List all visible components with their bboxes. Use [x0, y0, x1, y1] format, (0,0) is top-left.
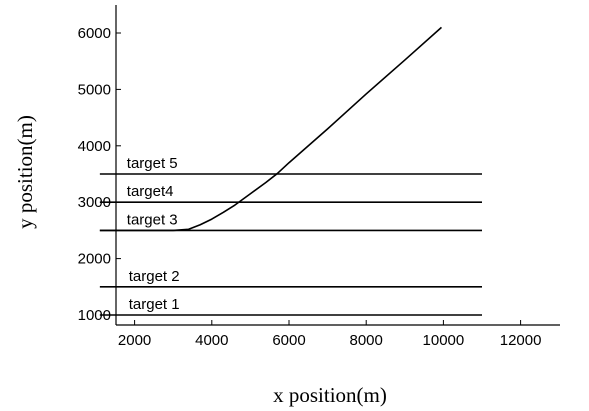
- y-tick-label: 6000: [78, 25, 111, 42]
- series-label: target 3: [127, 211, 178, 228]
- series-label: target 1: [129, 296, 180, 313]
- x-tick-label: 4000: [195, 332, 228, 349]
- plot-area: [99, 26, 482, 316]
- series-labels: target 1 target 2 target 3 target4 target 5: [127, 155, 180, 313]
- chart-axes: 2000 4000 6000 8000 10000 12000 1000 2000 3000 40…: [78, 5, 560, 349]
- x-tick-label: 12000: [500, 332, 542, 349]
- x-tick-label: 2000: [118, 332, 151, 349]
- x-tick-label: 8000: [350, 332, 383, 349]
- trajectory-line: [99, 26, 443, 232]
- x-tick-label: 6000: [272, 332, 305, 349]
- series-label: target4: [127, 183, 174, 200]
- y-tick-label: 4000: [78, 138, 111, 155]
- x-tick-label: 10000: [423, 332, 465, 349]
- x-axis-title: x position(m): [273, 383, 387, 407]
- series-label: target 5: [127, 155, 178, 172]
- y-tick-label: 2000: [78, 251, 111, 268]
- y-tick-label: 1000: [78, 307, 111, 324]
- y-tick-label: 5000: [78, 81, 111, 98]
- y-tick-label: 3000: [78, 194, 111, 211]
- y-axis-title: y position(m): [13, 115, 37, 229]
- series-label: target 2: [129, 268, 180, 285]
